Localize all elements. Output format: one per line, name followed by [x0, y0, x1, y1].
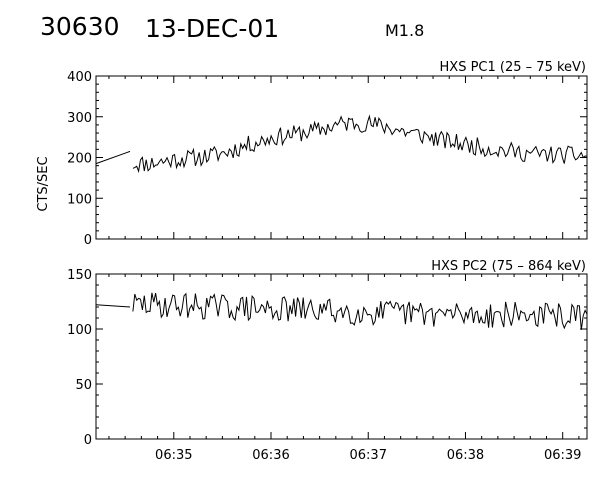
event-number: 30630 — [40, 12, 120, 41]
pc2-x-ticks: 06:35 06:36 06:37 06:38 06:39 — [108, 274, 581, 463]
pc2-series-line — [95, 292, 588, 330]
pc1-panel: HXS PC1 (25 – 75 keV) CTS/SEC 0 100 200 300… — [36, 60, 588, 248]
pc1-y-tick-label: 0 — [84, 233, 92, 248]
pc1-y-tick-label: 400 — [67, 70, 92, 85]
pc2-x-tick-label: 06:38 — [447, 448, 484, 463]
pc1-y-tick-label: 200 — [67, 152, 92, 167]
event-date: 13-DEC-01 — [145, 14, 280, 43]
flare-class: M1.8 — [385, 21, 425, 40]
pc2-y-tick-label: 50 — [75, 378, 92, 393]
pc1-series-line — [95, 114, 588, 174]
pc2-x-tick-label: 06:36 — [252, 448, 289, 463]
pc1-x-ticks — [108, 76, 580, 239]
pc1-y-tick-label: 100 — [67, 192, 92, 207]
pc2-y-ticks: 0 50 100 150 — [67, 268, 587, 448]
pc2-y-tick-label: 150 — [67, 268, 92, 283]
pc2-x-tick-label: 06:37 — [350, 448, 387, 463]
pc1-y-tick-label: 300 — [67, 111, 92, 126]
pc1-axes-frame — [95, 75, 588, 240]
pc2-x-tick-label: 06:39 — [544, 448, 581, 463]
pc2-y-tick-label: 100 — [67, 323, 92, 338]
pc1-ylabel: CTS/SEC — [36, 156, 51, 211]
pc1-y-ticks: 0 100 200 300 400 — [67, 70, 587, 248]
pc2-x-tick-label: 06:35 — [155, 448, 192, 463]
pc1-title: HXS PC1 (25 – 75 keV) — [440, 60, 586, 75]
pc2-title: HXS PC2 (75 – 864 keV) — [431, 259, 586, 274]
pc2-y-tick-label: 0 — [84, 433, 92, 448]
pc2-axes-frame — [95, 273, 588, 440]
